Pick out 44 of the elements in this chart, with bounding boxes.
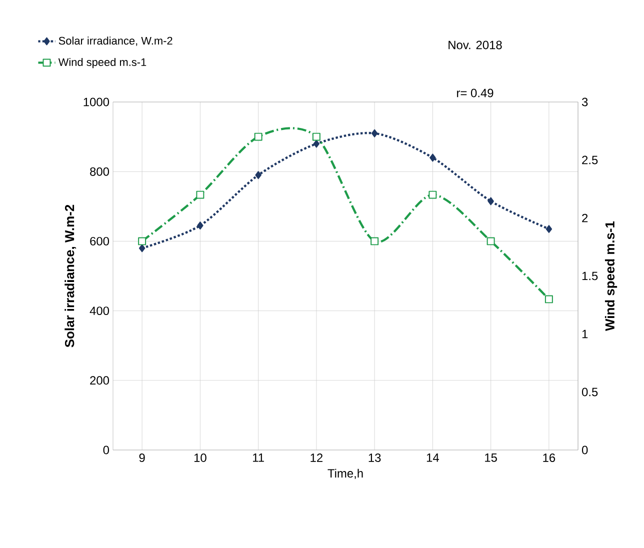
y2-tick-label: 2.5 (582, 156, 598, 164)
x-tick-label: 15 (485, 454, 497, 462)
y2-tick-label: 3 (582, 98, 588, 106)
point (254, 132, 262, 141)
y-tick-label: 600 (90, 236, 110, 246)
x-tick-label: 14 (426, 454, 439, 462)
x-tick-label: 9 (139, 454, 145, 462)
legend-label: Wind speed m.s-1 (58, 58, 146, 68)
point (428, 190, 437, 199)
y2-tick-label: 2 (582, 214, 588, 222)
x-tick-label: 11 (253, 454, 264, 462)
point (197, 222, 204, 230)
y2-tick-label: 0.5 (582, 388, 598, 396)
y-tick-label: 1000 (84, 98, 110, 106)
point (370, 237, 379, 246)
point (196, 190, 204, 199)
point (486, 237, 495, 246)
x-tick-label: 13 (368, 454, 381, 462)
text: Nov. 2018 (448, 40, 502, 50)
y-tick-label: 0 (103, 446, 110, 454)
point (312, 132, 320, 141)
y-axis-title: Solar irradiance, W.m-2 (64, 204, 76, 348)
point (255, 171, 262, 180)
y2-tick-label: 1.5 (582, 272, 598, 280)
point (138, 244, 146, 252)
y-tick-label: 800 (90, 167, 110, 176)
point (371, 129, 378, 138)
point (544, 295, 553, 304)
x-tick-label: 10 (194, 454, 206, 462)
y2-tick-label: 0 (582, 446, 588, 454)
point (430, 154, 436, 162)
text: r= 0.49 (457, 88, 494, 98)
y2-tick-label: 1 (582, 330, 588, 338)
y2-axis-title: Wind speed m.s-1 (604, 221, 618, 331)
point (546, 225, 552, 234)
y-tick-label: 400 (90, 306, 110, 316)
point (313, 140, 320, 148)
x-tick-label: 16 (543, 454, 556, 462)
point (138, 237, 146, 246)
y-tick-label: 200 (90, 376, 110, 385)
legend-label: Solar irradiance, W.m-2 (58, 36, 172, 46)
point (488, 197, 494, 206)
x-tick-label: 12 (310, 454, 322, 462)
x-axis-title: Time,h (328, 468, 363, 480)
